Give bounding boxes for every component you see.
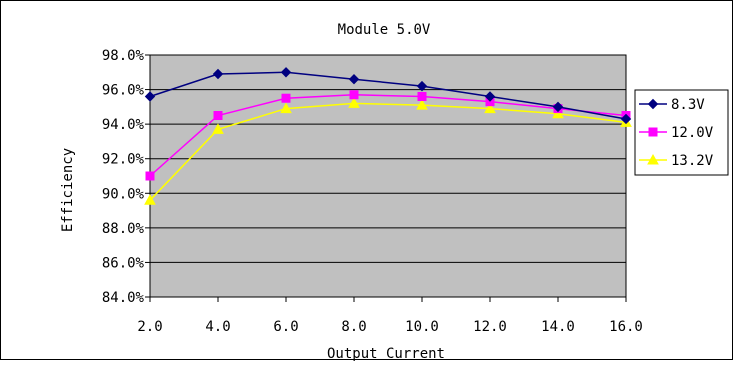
legend-label: 12.0V bbox=[671, 125, 714, 141]
data-point bbox=[416, 80, 428, 92]
data-point bbox=[280, 67, 292, 78]
data-point bbox=[417, 91, 427, 101]
y-tick-label: 84.0% bbox=[102, 290, 145, 306]
y-tick-label: 90.0% bbox=[102, 186, 145, 202]
series-13.2V bbox=[144, 97, 632, 205]
y-tick-label: 96.0% bbox=[102, 83, 145, 99]
series-line bbox=[149, 71, 627, 120]
data-point bbox=[144, 194, 156, 205]
data-point bbox=[620, 113, 632, 125]
data-point bbox=[213, 111, 223, 120]
x-tick-label: 12.0 bbox=[473, 319, 507, 335]
data-point bbox=[348, 97, 360, 108]
data-point bbox=[145, 171, 155, 181]
plot-background bbox=[149, 54, 627, 298]
y-tick-label: 94.0% bbox=[102, 117, 145, 133]
data-point bbox=[484, 91, 496, 102]
data-point bbox=[212, 68, 224, 80]
data-point bbox=[281, 93, 291, 103]
x-tick-label: 10.0 bbox=[405, 319, 439, 335]
legend-label: 8.3V bbox=[671, 97, 705, 113]
legend-marker bbox=[647, 153, 659, 165]
x-tick-label: 14.0 bbox=[541, 319, 575, 335]
x-axis-title: Output Current bbox=[327, 346, 445, 362]
data-point bbox=[552, 101, 564, 113]
data-point bbox=[552, 107, 564, 119]
data-point bbox=[144, 91, 156, 102]
y-tick-label: 86.0% bbox=[102, 255, 145, 271]
y-axis-ticks: 84.0% 86.0% 88.0% 90.0% 92.0% 94.0% 96.0% 98.0% bbox=[102, 48, 150, 306]
series-8.3V bbox=[144, 67, 632, 125]
legend: 8.3V 12.0V 13.2V bbox=[634, 89, 729, 176]
data-point bbox=[348, 73, 360, 85]
x-tick-label: 4.0 bbox=[205, 319, 230, 335]
x-axis-ticks: 2.0 4.0 6.0 8.0 10.0 12.0 14.0 16.0 bbox=[137, 297, 643, 335]
x-tick-label: 8.0 bbox=[341, 319, 366, 335]
data-point bbox=[280, 102, 292, 114]
legend-marker bbox=[648, 127, 658, 137]
chart-title: Module 5.0V bbox=[338, 22, 431, 38]
data-point bbox=[416, 99, 428, 110]
legend-marker bbox=[647, 98, 659, 110]
x-tick-label: 16.0 bbox=[609, 319, 643, 335]
legend-label: 13.2V bbox=[671, 153, 714, 169]
y-tick-label: 92.0% bbox=[102, 152, 145, 168]
y-tick-label: 98.0% bbox=[102, 48, 145, 64]
plot-area bbox=[144, 54, 632, 298]
series-line bbox=[149, 102, 627, 201]
y-axis-title: Efficiency bbox=[60, 148, 76, 232]
data-point bbox=[212, 123, 224, 134]
x-tick-label: 6.0 bbox=[273, 319, 298, 335]
series-line bbox=[149, 94, 627, 177]
y-tick-label: 88.0% bbox=[102, 221, 145, 237]
data-point bbox=[484, 102, 496, 114]
x-tick-label: 2.0 bbox=[137, 319, 162, 335]
data-point bbox=[349, 90, 359, 100]
